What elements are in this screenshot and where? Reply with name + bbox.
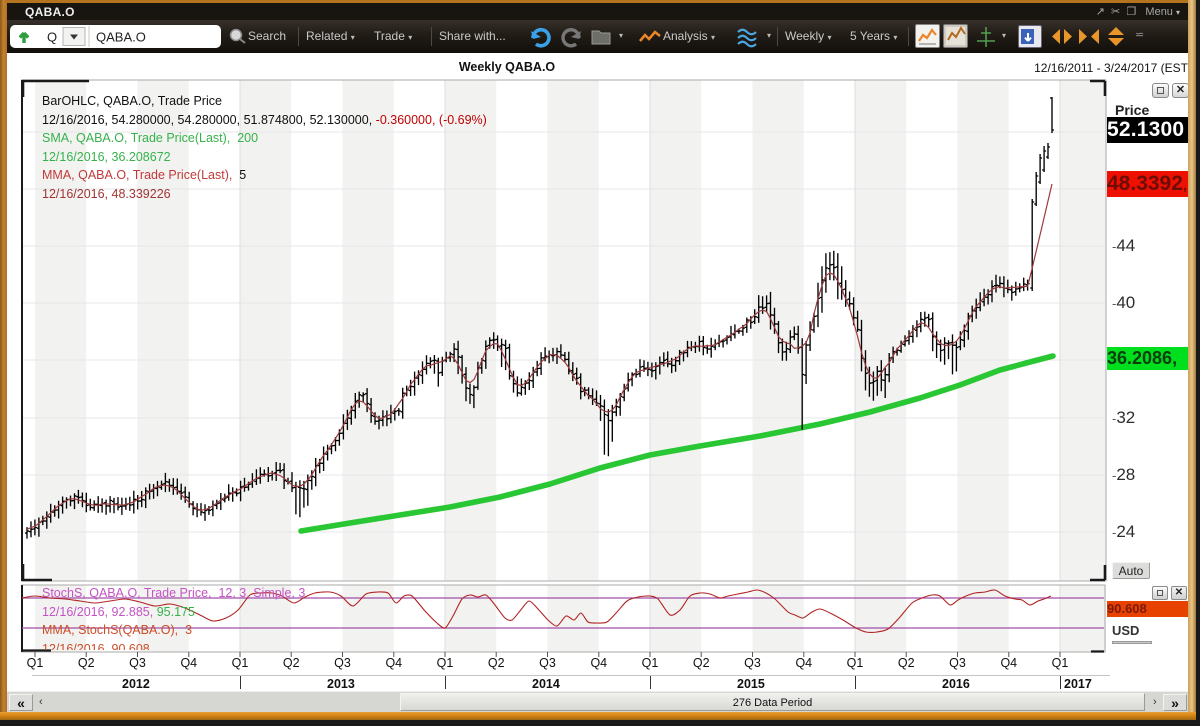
svg-text:QABA.O: QABA.O: [96, 30, 146, 45]
svg-text:Q: Q: [47, 30, 57, 45]
